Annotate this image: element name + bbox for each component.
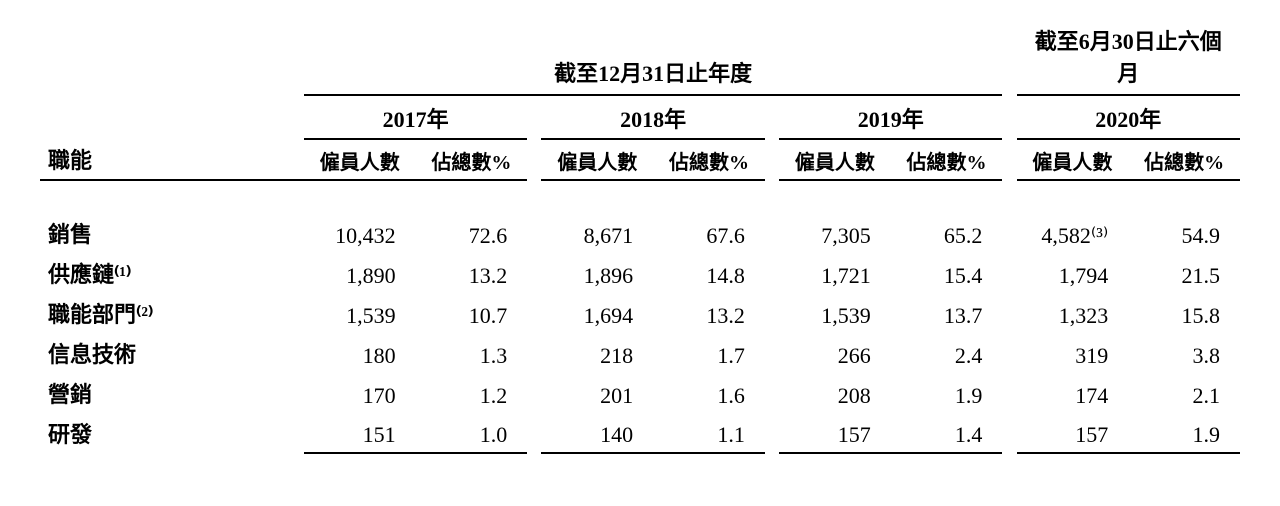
cell-count: 1,539 <box>304 293 416 333</box>
row-label: 銷售 <box>40 213 304 253</box>
table-row: 研發1511.01401.11571.41571.9 <box>40 413 1240 453</box>
cell-percent: 2.1 <box>1128 373 1240 413</box>
subcol-pct-2020: 佔總數% <box>1128 139 1240 180</box>
table-row: 供應鏈⁽¹⁾1,89013.2 1,89614.8 1,72115.4 1,79421… <box>40 253 1240 293</box>
cell-percent: 15.8 <box>1128 293 1240 333</box>
cell-percent: 21.5 <box>1128 253 1240 293</box>
cell-count: 208 <box>779 373 891 413</box>
cell-percent: 3.8 <box>1128 333 1240 373</box>
cell-count: 140 <box>541 413 653 453</box>
cell-percent: 72.6 <box>416 213 528 253</box>
cell-count: 218 <box>541 333 653 373</box>
cell-percent: 54.9 <box>1128 213 1240 253</box>
cell-count: 174 <box>1017 373 1129 413</box>
cell-percent: 15.4 <box>891 253 1003 293</box>
cell-count: 180 <box>304 333 416 373</box>
row-label: 供應鏈⁽¹⁾ <box>40 253 304 293</box>
subcol-pct-2019: 佔總數% <box>891 139 1003 180</box>
year-header-2018: 2018年 <box>541 95 764 139</box>
category-header: 職能 <box>40 139 304 180</box>
year-header-2019: 2019年 <box>779 95 1002 139</box>
cell-percent: 1.9 <box>891 373 1003 413</box>
cell-percent: 65.2 <box>891 213 1003 253</box>
cell-percent: 67.6 <box>653 213 765 253</box>
cell-count: 170 <box>304 373 416 413</box>
cell-percent: 2.4 <box>891 333 1003 373</box>
cell-count: 1,721 <box>779 253 891 293</box>
cell-percent: 13.2 <box>653 293 765 333</box>
subcol-count-2020: 僱員人數 <box>1017 139 1129 180</box>
cell-percent: 1.0 <box>416 413 528 453</box>
cell-count: 4,582⁽³⁾ <box>1017 213 1129 253</box>
cell-percent: 1.2 <box>416 373 528 413</box>
cell-count: 157 <box>779 413 891 453</box>
cell-percent: 14.8 <box>653 253 765 293</box>
cell-count: 1,896 <box>541 253 653 293</box>
period-header-interim: 截至6月30日止六個月 <box>1017 20 1240 95</box>
cell-percent: 1.4 <box>891 413 1003 453</box>
cell-count: 157 <box>1017 413 1129 453</box>
cell-count: 1,890 <box>304 253 416 293</box>
cell-percent: 1.1 <box>653 413 765 453</box>
table-row: 銷售10,43272.6 8,67167.6 7,30565.2 4,582⁽³⁾54… <box>40 213 1240 253</box>
year-header-2020: 2020年 <box>1017 95 1240 139</box>
row-label: 信息技術 <box>40 333 304 373</box>
cell-percent: 1.9 <box>1128 413 1240 453</box>
period-header-annual: 截至12月31日止年度 <box>304 20 1002 95</box>
row-label: 研發 <box>40 413 304 453</box>
cell-percent: 1.7 <box>653 333 765 373</box>
cell-percent: 13.7 <box>891 293 1003 333</box>
subcol-pct-2018: 佔總數% <box>653 139 765 180</box>
cell-percent: 10.7 <box>416 293 528 333</box>
cell-count: 1,794 <box>1017 253 1129 293</box>
cell-percent: 13.2 <box>416 253 528 293</box>
cell-count: 1,323 <box>1017 293 1129 333</box>
subcol-count-2017: 僱員人數 <box>304 139 416 180</box>
cell-count: 1,694 <box>541 293 653 333</box>
year-header-2017: 2017年 <box>304 95 527 139</box>
subcol-pct-2017: 佔總數% <box>416 139 528 180</box>
subcol-count-2018: 僱員人數 <box>541 139 653 180</box>
table-row: 職能部門⁽²⁾1,53910.71,69413.21,53913.71,3231… <box>40 293 1240 333</box>
table-row: 營銷1701.2 2011.6 2081.9 1742.1 <box>40 373 1240 413</box>
cell-count: 7,305 <box>779 213 891 253</box>
cell-count: 201 <box>541 373 653 413</box>
subcol-count-2019: 僱員人數 <box>779 139 891 180</box>
cell-percent: 1.3 <box>416 333 528 373</box>
row-label: 職能部門⁽²⁾ <box>40 293 304 333</box>
cell-count: 1,539 <box>779 293 891 333</box>
cell-percent: 1.6 <box>653 373 765 413</box>
employee-breakdown-table: 截至12月31日止年度 截至6月30日止六個月 2017年 2018年 2019… <box>40 20 1240 454</box>
cell-count: 266 <box>779 333 891 373</box>
cell-count: 8,671 <box>541 213 653 253</box>
cell-count: 151 <box>304 413 416 453</box>
table-row: 信息技術1801.3 2181.7 2662.4 3193.8 <box>40 333 1240 373</box>
cell-count: 319 <box>1017 333 1129 373</box>
cell-count: 10,432 <box>304 213 416 253</box>
row-label: 營銷 <box>40 373 304 413</box>
